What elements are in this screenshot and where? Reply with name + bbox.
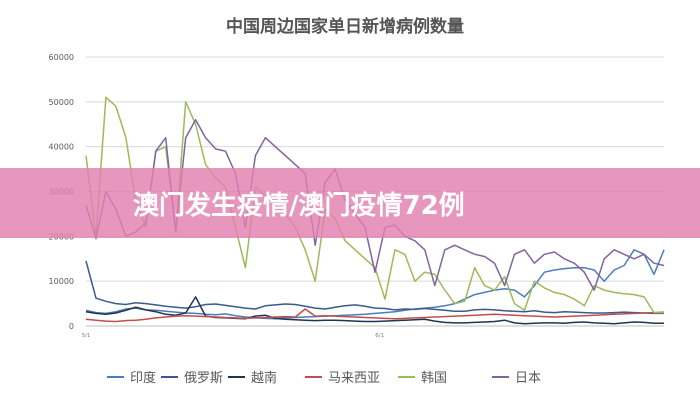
y-tick-label: 40000 <box>49 143 74 152</box>
legend-label-6: 日本 <box>515 371 541 386</box>
x-tick-label: 5/1 <box>82 333 91 339</box>
series-line-3 <box>85 296 664 325</box>
series-line-5 <box>85 96 664 314</box>
series-line-1 <box>85 249 665 320</box>
y-tick-label: 10000 <box>49 277 74 286</box>
x-axis-ticks: 5/1 6/1 <box>82 333 385 339</box>
watermark-band <box>0 168 700 238</box>
legend-label-4: 马来西亚 <box>328 371 380 386</box>
legend: 印度 俄罗斯 越南 马来西亚 韩国 日本 <box>107 370 541 386</box>
legend-label-2: 俄罗斯 <box>184 371 223 386</box>
legend-label-3: 越南 <box>251 370 277 386</box>
chart-title: 中国周边国家单日新增病例数量 <box>226 16 464 37</box>
y-tick-label: 0 <box>69 322 74 331</box>
x-tick-label: 6/1 <box>375 333 384 339</box>
series-line-2 <box>85 260 664 315</box>
series-lines <box>85 96 665 325</box>
series-line-4 <box>85 308 665 323</box>
y-tick-label: 50000 <box>49 98 74 107</box>
y-tick-label: 60000 <box>49 53 74 62</box>
watermark-text: 澳门发生疫情/澳门疫情72例 <box>133 191 465 221</box>
legend-label-1: 印度 <box>130 370 156 386</box>
legend-label-5: 韩国 <box>421 371 447 386</box>
